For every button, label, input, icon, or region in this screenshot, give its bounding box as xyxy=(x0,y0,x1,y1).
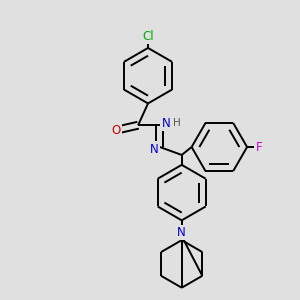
Text: N: N xyxy=(162,117,171,130)
Text: Cl: Cl xyxy=(142,30,154,43)
Text: F: F xyxy=(256,140,262,154)
Text: O: O xyxy=(112,124,121,137)
Text: N: N xyxy=(150,142,159,155)
Text: N: N xyxy=(177,226,186,239)
Text: H: H xyxy=(173,118,181,128)
